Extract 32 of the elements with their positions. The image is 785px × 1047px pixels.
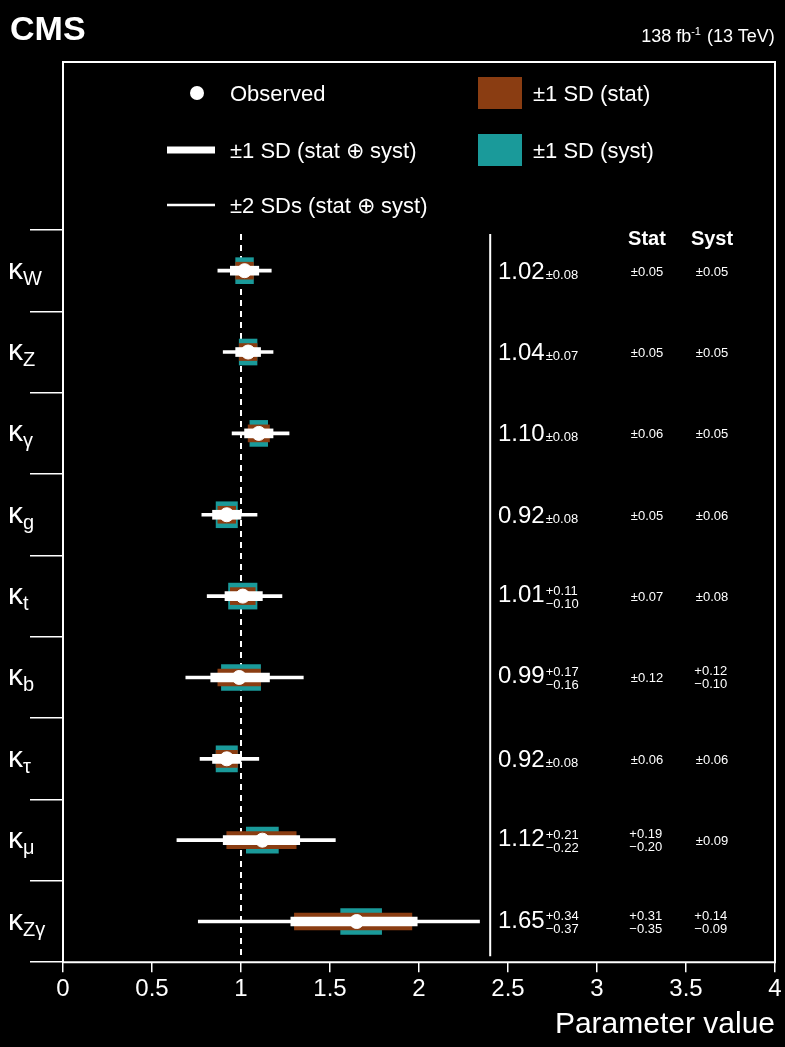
annotation: ±0.06	[695, 507, 729, 523]
x-tick-label: 2	[412, 974, 426, 1002]
chart-title: CMS	[10, 9, 86, 47]
legend-label: ±1 SD (stat)	[533, 81, 651, 106]
annotation: Stat	[628, 227, 666, 249]
x-tick-label: 3	[590, 974, 604, 1002]
annotation: ±0.05	[630, 344, 664, 360]
annotation: Syst	[690, 227, 734, 249]
annotation: ±0.09	[695, 832, 729, 848]
annotation: ±0.05	[630, 263, 664, 279]
annotation: ±0.07	[630, 588, 664, 604]
x-axis-title: Parameter value	[554, 1006, 775, 1040]
legend-label: ±1 SD (stat ⊕ syst)	[230, 138, 417, 163]
annotation: ±0.05	[630, 507, 664, 523]
x-tick-label: 0.5	[135, 974, 169, 1002]
x-tick-label: 0	[56, 974, 70, 1002]
x-tick-label: 1.5	[313, 974, 347, 1002]
legend-label: ±1 SD (syst)	[533, 138, 654, 163]
annotation: ±0.05	[695, 263, 729, 279]
x-tick-label: 1	[234, 974, 248, 1002]
annotation: ±0.06	[630, 751, 664, 767]
annotation: ±0.06	[630, 425, 664, 441]
legend-label: ±2 SDs (stat ⊕ syst)	[230, 193, 428, 218]
annotation: ±0.08	[695, 588, 729, 604]
x-tick-label: 4	[768, 974, 782, 1002]
annotation: ±0.05	[695, 425, 729, 441]
legend-label: Observed	[230, 81, 326, 106]
annotation: ±0.06	[695, 751, 729, 767]
annotation: ±0.05	[695, 344, 729, 360]
x-tick-label: 3.5	[669, 974, 703, 1002]
annotation: ±0.12	[630, 669, 664, 685]
x-tick-label: 2.5	[491, 974, 525, 1002]
